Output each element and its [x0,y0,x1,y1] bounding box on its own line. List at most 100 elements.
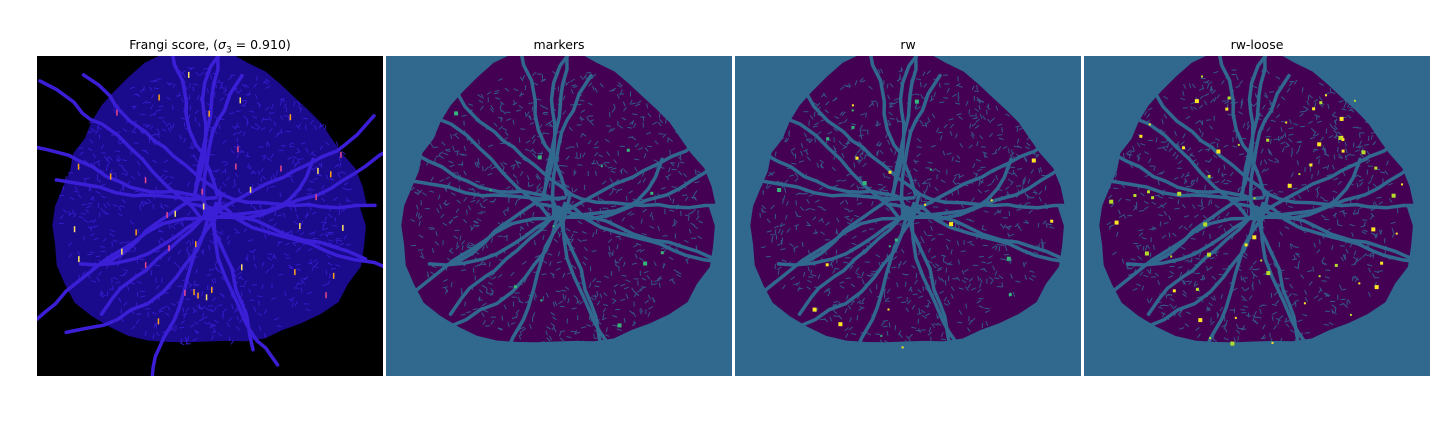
rw-highlight [851,104,854,107]
rw-loose-highlight [1172,289,1176,293]
frangi-highlight [315,194,317,201]
rw-highlight [888,170,892,174]
rw-highlight [1008,293,1012,297]
frangi-highlight [241,264,243,271]
rw-vessel [848,192,921,376]
rw-loose-highlight [1349,313,1352,316]
markers-highlight [617,323,622,328]
frangi-highlight [78,256,80,263]
frangi-vessel [150,192,223,376]
rw-highlight [812,307,817,312]
rw-loose-vessel [1111,203,1265,335]
rw-loose-highlight [1391,193,1396,198]
markers-highlight [537,155,542,160]
rw-highlight [880,334,883,337]
rw-image [735,56,1081,376]
rw-loose-vessel [1240,56,1267,196]
rw-loose-highlight [1209,337,1212,340]
frangi-highlight [184,289,186,296]
frangi-highlight [73,226,76,233]
rw-loose-highlight [1207,174,1211,178]
markers-vessel [541,56,570,195]
markers-vessel [453,194,548,265]
rw-highlight [1006,256,1011,261]
frangi-highlight [325,292,327,299]
rw-loose-highlight [1374,166,1378,170]
rw-vessel [797,205,910,316]
rw-loose-highlight [1207,252,1211,257]
frangi-highlight [237,146,239,153]
rw-loose-vessel [1218,56,1267,197]
frangi-vessel [64,203,218,335]
panel-title-rw-loose: rw-loose [1230,37,1284,52]
frangi-highlight [289,114,292,121]
rw-loose-highlight [1144,251,1149,256]
frangi-highlight [158,94,160,101]
frangi-highlight [168,245,170,252]
rw-loose-highlight [1109,199,1114,204]
rw-loose-vessel [1084,216,1264,322]
frangi-vessel [192,56,221,195]
rw-loose-vessel [1239,56,1268,195]
rw-loose-highlight [1216,149,1221,154]
frangi-vessel [219,192,377,210]
markers-highlight [600,165,603,168]
rw-loose-highlight [1325,94,1327,97]
rw-loose-highlight [1380,261,1384,265]
rw-loose-highlight [1227,96,1231,100]
rw-loose-highlight [1260,259,1263,262]
rw-loose-highlight [1341,135,1344,138]
markers-vessel [386,216,566,322]
rw-loose-vessel [1259,114,1423,217]
rw-highlight [862,181,867,186]
markers-highlight [626,148,630,152]
rw-loose-highlight [1341,149,1345,153]
markers-image [386,56,732,376]
markers-vessel [499,192,572,376]
rw-loose-highlight [1319,101,1323,105]
rw-vessel [888,202,1066,261]
frangi-image [37,56,383,376]
rw-loose-vessel [1197,192,1270,376]
rw-highlight [887,308,890,311]
rw-highlight [990,199,993,202]
markers-vessel [427,205,569,267]
frangi-vessel [212,114,376,217]
rw-loose-highlight [1339,116,1344,121]
rw-vessel [912,201,1081,269]
frangi-title-suffix: = 0.910) [231,37,291,52]
rw-loose-highlight [1230,341,1235,346]
rw-loose-highlight [1182,146,1185,150]
frangi-highlight [299,223,301,230]
markers-highlight [540,299,543,302]
markers-vessel [550,73,593,216]
rw-vessel [909,209,978,367]
rw-vessel [802,194,897,265]
panel-title-markers: markers [533,37,585,52]
rw-highlight [894,238,898,242]
rw-loose-highlight [1361,150,1366,155]
rw-loose-highlight [1114,220,1119,225]
rw-loose-highlight [1318,275,1321,278]
rw-vessel [910,114,1074,217]
rw-loose-highlight [1266,138,1270,142]
markers-vessel [387,79,553,221]
markers-vessel [430,73,573,196]
markers-highlight [454,111,459,116]
rw-loose-highlight [1252,235,1257,240]
rw-loose-vessel [1146,205,1259,316]
rw-loose-vessel [1125,205,1267,267]
rw-loose-highlight [1244,243,1248,247]
rw-vessel [917,192,1075,210]
rw-loose-highlight [1317,142,1322,147]
rw-vessel [762,203,916,335]
rw-loose-highlight [1198,318,1203,323]
markers-vessel [568,192,726,210]
frangi-vessel [193,56,220,196]
frangi-highlight [239,97,241,104]
rw-loose-highlight [1237,143,1240,146]
frangi-title-prefix: Frangi score, ( [129,37,219,52]
rw-highlight [826,137,830,141]
frangi-highlight [135,229,137,236]
rw-vessel [776,205,918,267]
